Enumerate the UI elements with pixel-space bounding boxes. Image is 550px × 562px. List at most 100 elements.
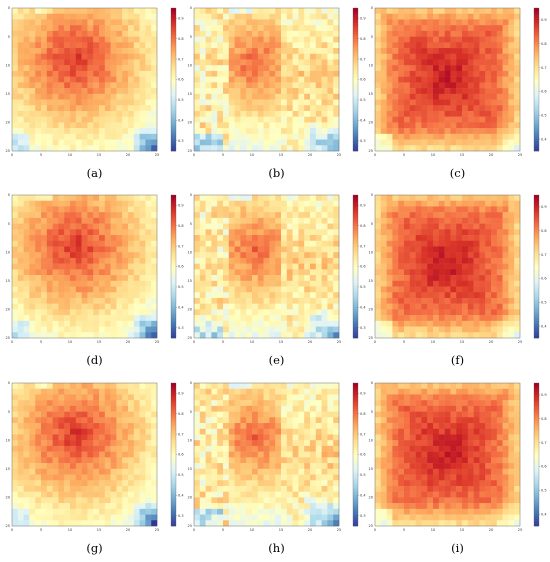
heatmap-cell bbox=[508, 292, 515, 299]
heatmap-cell bbox=[380, 286, 387, 293]
heatmap-cell bbox=[392, 122, 399, 129]
colorbar-segment bbox=[534, 72, 539, 76]
heatmap-cell bbox=[99, 508, 106, 515]
colorbar-tick-label: 0.8 bbox=[541, 42, 547, 46]
heatmap-cell bbox=[450, 257, 457, 264]
heatmap-cell bbox=[75, 82, 82, 89]
heatmap-cell bbox=[12, 252, 19, 259]
heatmap-cell bbox=[70, 445, 77, 452]
heatmap-cell bbox=[128, 257, 135, 264]
heatmap-cell bbox=[438, 235, 445, 242]
heatmap-cell bbox=[58, 520, 65, 527]
colorbar-segment bbox=[353, 29, 358, 33]
heatmap-cell bbox=[246, 25, 253, 32]
heatmap-cell bbox=[327, 76, 334, 83]
heatmap-cell bbox=[75, 42, 82, 49]
heatmap-cell bbox=[205, 13, 212, 20]
heatmap-cell bbox=[386, 133, 393, 140]
heatmap-cell bbox=[87, 497, 94, 504]
y-tick-label: 5 bbox=[190, 35, 192, 39]
heatmap-cell bbox=[17, 217, 24, 224]
heatmap-cell bbox=[321, 128, 328, 135]
heatmap-cell bbox=[496, 280, 503, 287]
heatmap-cell bbox=[444, 48, 451, 55]
heatmap-cell bbox=[29, 70, 36, 77]
heatmap-cell bbox=[427, 269, 434, 276]
heatmap-cell bbox=[23, 246, 30, 253]
heatmap-cell bbox=[58, 269, 65, 276]
heatmap-cell bbox=[12, 42, 19, 49]
heatmap-cell bbox=[281, 53, 288, 60]
heatmap-cell bbox=[151, 440, 158, 447]
heatmap-cell bbox=[46, 235, 53, 242]
heatmap-cell bbox=[151, 445, 158, 452]
heatmap-cell bbox=[46, 99, 53, 106]
heatmap-cell bbox=[151, 122, 158, 129]
heatmap-cell bbox=[41, 116, 48, 123]
heatmap-cell bbox=[23, 252, 30, 259]
heatmap-cell bbox=[128, 320, 135, 327]
heatmap-cell bbox=[304, 297, 311, 304]
heatmap-cell bbox=[263, 195, 270, 201]
heatmap-cell bbox=[194, 105, 201, 112]
heatmap-cell bbox=[386, 145, 393, 152]
heatmap-cell bbox=[58, 309, 65, 316]
heatmap-cell bbox=[58, 93, 65, 100]
heatmap-cell bbox=[116, 468, 123, 475]
y-tick-label: 25 bbox=[188, 336, 192, 340]
heatmap-cell bbox=[491, 280, 498, 287]
heatmap-cell bbox=[104, 122, 111, 129]
heatmap-cell bbox=[99, 195, 106, 201]
heatmap-cell bbox=[12, 275, 19, 282]
heatmap-cell bbox=[93, 440, 100, 447]
heatmap-cell bbox=[12, 388, 19, 395]
heatmap-cell bbox=[104, 76, 111, 83]
heatmap-cell bbox=[275, 139, 282, 146]
heatmap-cell bbox=[473, 286, 480, 293]
heatmap-cell bbox=[269, 223, 276, 230]
colorbar-tick-label: 0.9 bbox=[541, 205, 547, 209]
heatmap-cell bbox=[93, 133, 100, 140]
y-tick-label: 25 bbox=[6, 149, 10, 153]
heatmap-cell bbox=[252, 13, 259, 20]
heatmap-cell bbox=[81, 280, 88, 287]
heatmap-cell bbox=[485, 286, 492, 293]
heatmap-cell bbox=[29, 428, 36, 435]
heatmap-cell bbox=[58, 275, 65, 282]
heatmap-cell bbox=[194, 280, 201, 287]
heatmap-cell bbox=[122, 400, 129, 407]
heatmap-cell bbox=[87, 303, 94, 310]
heatmap-cell bbox=[99, 235, 106, 242]
heatmap-cell bbox=[286, 326, 293, 333]
heatmap-cell bbox=[246, 36, 253, 43]
x-tick-label: 10 bbox=[431, 153, 435, 157]
heatmap-cell bbox=[375, 25, 382, 32]
heatmap-cell bbox=[263, 240, 270, 247]
colorbar-segment bbox=[353, 223, 358, 227]
heatmap-cell bbox=[70, 110, 77, 117]
heatmap-cell bbox=[104, 223, 111, 230]
heatmap-cell bbox=[398, 200, 405, 207]
heatmap-cell bbox=[75, 423, 82, 430]
heatmap-cell bbox=[70, 30, 77, 37]
heatmap-cell bbox=[35, 326, 42, 333]
heatmap-cell bbox=[99, 269, 106, 276]
colorbar-segment bbox=[171, 285, 176, 289]
colorbar-segment bbox=[171, 206, 176, 210]
heatmap-cell bbox=[415, 36, 422, 43]
heatmap-cell bbox=[41, 423, 48, 430]
heatmap-cell bbox=[81, 200, 88, 207]
colorbar-segment bbox=[534, 27, 539, 30]
heatmap-cell bbox=[145, 229, 152, 236]
colorbar-segment bbox=[171, 287, 176, 291]
heatmap-cell bbox=[298, 36, 305, 43]
heatmap-cell bbox=[444, 116, 451, 123]
heatmap-cell bbox=[514, 133, 521, 140]
heatmap-cell bbox=[292, 19, 299, 26]
colorbar-segment bbox=[171, 290, 176, 294]
heatmap-cell bbox=[12, 8, 19, 14]
heatmap-cell bbox=[35, 252, 42, 259]
heatmap-cell bbox=[496, 206, 503, 213]
heatmap-cell bbox=[514, 53, 521, 60]
heatmap-cell bbox=[415, 59, 422, 66]
